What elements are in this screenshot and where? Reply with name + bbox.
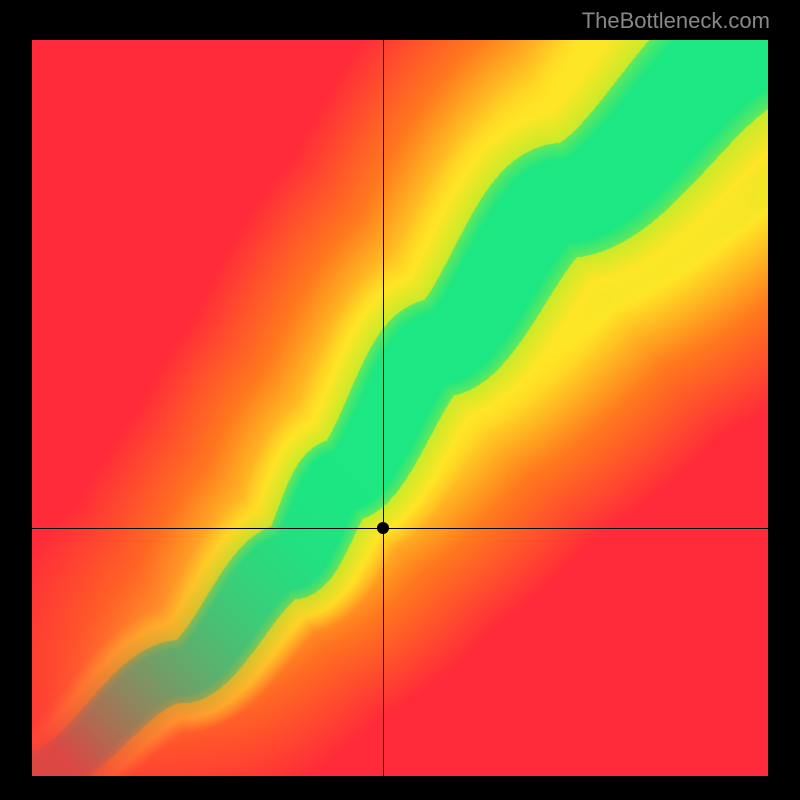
marker-dot: [377, 522, 389, 534]
watermark-text: TheBottleneck.com: [582, 8, 770, 34]
crosshair-horizontal: [32, 528, 768, 529]
heatmap-canvas: [32, 40, 768, 776]
crosshair-vertical: [383, 40, 384, 776]
plot-area: [32, 40, 768, 776]
chart-container: TheBottleneck.com: [0, 0, 800, 800]
